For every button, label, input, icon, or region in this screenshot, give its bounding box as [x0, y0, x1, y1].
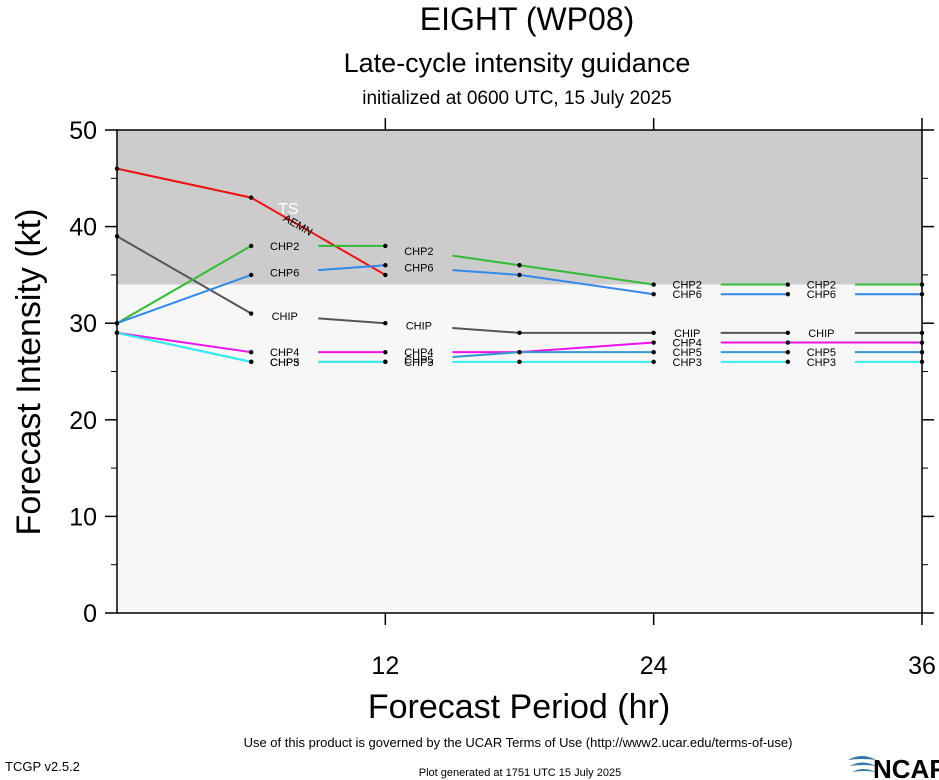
ncar-logo-text: NCAR	[873, 754, 939, 780]
series-label-chip: CHIP	[808, 328, 834, 340]
series-chip-segment	[452, 327, 520, 334]
band-label: TS	[278, 201, 298, 218]
series-chp6-point	[248, 272, 254, 278]
series-label-chp5: CHP5	[807, 347, 836, 359]
series-label-chp5: CHP5	[673, 347, 702, 359]
series-chp6-segment	[452, 269, 520, 276]
y-axis-label: Forecast Intensity (kt)	[10, 209, 48, 536]
series-label-chp4: CHP4	[404, 347, 433, 359]
series-chp6-segment	[519, 273, 654, 296]
ncar-logo: NCAR	[848, 754, 939, 780]
series-label-chp6: CHP6	[404, 263, 433, 275]
series-label-chp5: CHP5	[270, 357, 299, 369]
y-tick-label: 40	[69, 214, 97, 242]
version-label: TCGP v2.5.2	[5, 759, 80, 774]
series-label-chp3: CHP3	[807, 357, 836, 369]
intensity-bands: TS	[117, 130, 922, 613]
series-chp2-point	[785, 282, 791, 287]
x-axis-label: Forecast Period (hr)	[368, 688, 670, 726]
series-chip-point	[651, 330, 656, 336]
plot-frame	[116, 129, 923, 614]
series-aemn-point	[383, 272, 388, 278]
intensity-band-0	[117, 130, 922, 285]
series-chp3-point	[517, 359, 522, 365]
series-chp2-point	[248, 243, 254, 249]
series-chp6-segment	[116, 273, 252, 325]
series-chp4-point	[383, 349, 388, 355]
series-chp6-point	[383, 263, 388, 268]
series-chp4-point	[651, 340, 656, 345]
series-label-chp2: CHP2	[673, 280, 702, 292]
series-chip-point	[383, 321, 388, 326]
x-tick-label: 24	[640, 652, 668, 680]
series-aemn-point	[248, 195, 254, 200]
series-chp6-point	[785, 292, 791, 297]
series-chp3-segment	[116, 331, 252, 363]
series-chp2-point	[651, 282, 656, 287]
series-chp6-point	[517, 272, 522, 278]
series-chp3-point	[651, 359, 656, 365]
chart-subtitle: Late-cycle intensity guidance	[344, 48, 691, 78]
series-chp3-point	[248, 359, 254, 365]
y-tick-label: 20	[69, 407, 97, 435]
series-chp5-segment	[452, 351, 520, 359]
generated-timestamp: Plot generated at 1751 UTC 15 July 2025	[419, 767, 621, 779]
series-label-chp2: CHP2	[270, 241, 299, 253]
y-tick-label: 0	[83, 600, 97, 628]
series-chp6-segment	[318, 264, 386, 272]
series-aemn-segment	[250, 196, 386, 276]
series-label-chp3: CHP3	[270, 357, 299, 369]
axis-ticks: 0 10 20 30 40 50 12 24 36	[69, 117, 936, 680]
series-chp2-point	[517, 263, 522, 268]
series-label-chip: CHIP	[406, 321, 432, 333]
terms-of-use-notice: Use of this product is governed by the U…	[244, 735, 793, 750]
y-tick-label: 50	[69, 117, 97, 145]
series-label-chp2: CHP2	[404, 246, 433, 258]
intensity-band-1	[117, 284, 922, 613]
series-chp4-point	[248, 349, 254, 355]
series-chp2-point	[383, 243, 388, 249]
series-label-chp3: CHP3	[404, 357, 433, 369]
y-tick-label: 30	[69, 310, 97, 338]
series-chp5-point	[517, 349, 522, 355]
series-label-chip: CHIP	[272, 311, 298, 323]
x-tick-label: 36	[908, 652, 936, 680]
series-chp3-point	[383, 359, 388, 365]
series-chp2-segment	[116, 245, 252, 325]
series-chip-segment	[116, 235, 252, 315]
series-chip-point	[785, 330, 791, 336]
series-aemn-segment	[116, 167, 252, 199]
series-label-chp6: CHP6	[673, 289, 702, 301]
y-tick-label: 10	[69, 503, 97, 531]
chart-initialized-time: initialized at 0600 UTC, 15 July 2025	[362, 88, 671, 109]
chart-title: EIGHT (WP08)	[420, 1, 635, 37]
series-chp4-segment	[116, 331, 252, 354]
series-label-chp4: CHP4	[673, 338, 702, 350]
series-chp2-segment	[519, 264, 654, 286]
series-chp3-point	[785, 359, 791, 365]
series-chp5-point	[651, 349, 656, 355]
series-chp6-point	[651, 292, 656, 297]
series-label-chp4: CHP4	[270, 347, 299, 359]
series-chp2-segment	[452, 254, 520, 267]
series-label-chp6: CHP6	[270, 267, 299, 279]
series-lines	[114, 166, 925, 365]
series-label-chp3: CHP3	[673, 357, 702, 369]
series-chp4-point	[785, 340, 791, 345]
series-chp5-point	[785, 349, 791, 355]
series-chip-segment	[318, 317, 386, 325]
series-chp4-segment	[519, 341, 654, 354]
series-label-chp2: CHP2	[807, 280, 836, 292]
series-label-chp6: CHP6	[807, 289, 836, 301]
x-tick-label: 12	[371, 652, 399, 680]
series-label-chip: CHIP	[674, 328, 700, 340]
series-chip-point	[248, 311, 254, 316]
series-chip-point	[517, 330, 522, 336]
series-label-chp5: CHP5	[404, 354, 433, 366]
